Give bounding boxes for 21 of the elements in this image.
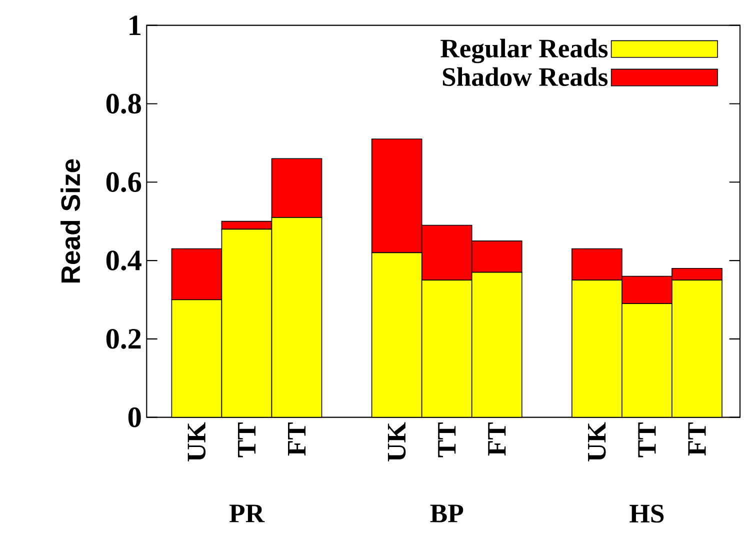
text: HS: [630, 504, 664, 523]
x-tick-label: UK: [188, 422, 206, 462]
text: PR: [229, 504, 265, 522]
x-tick-label: TT: [238, 422, 256, 458]
y-tick-label: 1: [130, 16, 140, 36]
x-tick-label: FT: [288, 422, 306, 456]
legend-label: Regular Reads: [440, 38, 608, 64]
x-tick-label: TT: [438, 422, 456, 458]
x-tick-label: FT: [688, 422, 706, 456]
y-tick-label: 0.4: [106, 250, 142, 270]
y-tick-label: 0.8: [106, 94, 141, 114]
text: BP: [430, 504, 464, 522]
x-tick-label: TT: [638, 422, 656, 458]
legend-label: Shadow Reads: [442, 67, 608, 86]
y-tick-label: 0.6: [106, 172, 142, 192]
y-axis-title: Read Size: [60, 159, 80, 283]
x-tick-label: FT: [488, 422, 506, 456]
x-tick-label: UK: [388, 422, 406, 462]
x-tick-label: UK: [588, 422, 606, 462]
y-tick-label: 0: [128, 407, 141, 428]
y-tick-label: 0.2: [106, 328, 141, 349]
